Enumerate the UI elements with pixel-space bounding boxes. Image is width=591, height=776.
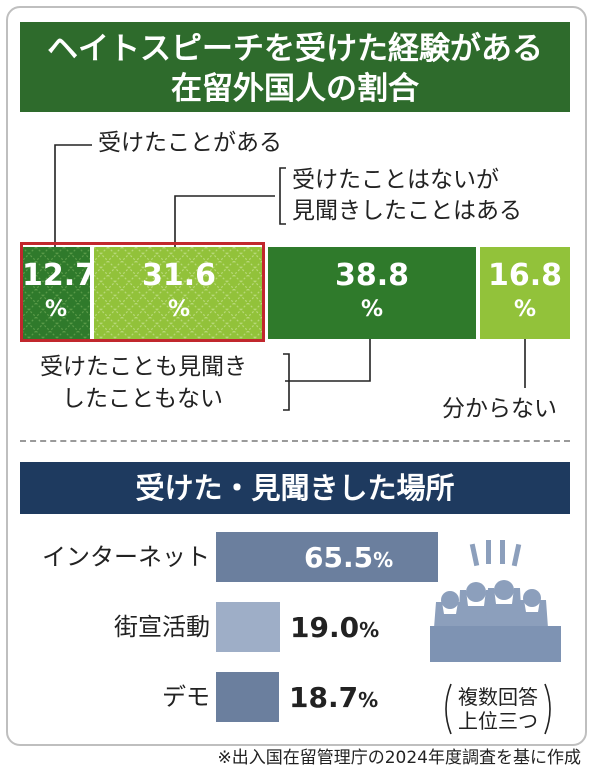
note-parentheses — [445, 683, 551, 735]
stacked-bar-percent-sign: % — [513, 297, 537, 322]
stacked-bar-value-label: 16.8 — [487, 258, 563, 293]
places-chart-title: 受けた・見聞きした場所 — [20, 462, 570, 514]
source-note: ※出入国在留管理庁の2024年度調査を基に作成 — [217, 748, 581, 768]
note-line1: 複数回答 — [458, 685, 538, 709]
crowd-icon — [430, 540, 561, 662]
callout-unknown-label: 分からない — [442, 396, 557, 422]
places-bar — [216, 602, 280, 652]
stacked-bar-segment-2: 31.6% — [94, 247, 264, 339]
stacked-bar-percent-sign: % — [167, 297, 191, 322]
section-divider — [20, 440, 570, 442]
callout-neither-line1: 受けたことも見聞き — [40, 354, 247, 380]
multiple-answer-note: 複数回答 上位三つ — [441, 682, 555, 736]
places-bar — [216, 672, 279, 722]
places-bar-value-label: 18.7% — [289, 681, 379, 714]
note-line2: 上位三つ — [458, 709, 538, 733]
places-bar-category-label: 街宣活動 — [114, 613, 210, 641]
stacked-bar-value-label: 38.8 — [334, 258, 410, 293]
stacked-bar-segment-1: 12.7% — [22, 247, 97, 339]
places-bar — [216, 532, 438, 582]
places-bar-category-label: デモ — [162, 683, 210, 711]
highlight-box — [20, 242, 265, 342]
chart-title-banner: ヘイトスピーチを受けた経験がある 在留外国人の割合 — [20, 22, 570, 112]
chart-title-line2: 在留外国人の割合 — [171, 71, 419, 107]
places-bar-value-label: 65.5% — [304, 541, 394, 574]
callout-not-received-line1: 受けたことはないが — [292, 167, 499, 193]
stacked-bar-value-label: 12.7 — [22, 258, 97, 293]
stacked-bar-segment-4: 16.8% — [480, 247, 570, 339]
callout-neither-line2: したこともない — [62, 386, 223, 412]
callout-not-received-line2: 見聞きしたことはある — [292, 198, 522, 224]
places-bar-value-label: 19.0% — [290, 611, 380, 644]
stacked-bar-percent-sign: % — [44, 297, 68, 322]
places-bar-category-label: インターネット — [42, 543, 210, 571]
stacked-bar: 12.7% 31.6% 38.8% 16.8% — [22, 247, 570, 339]
chart-title-line1: ヘイトスピーチを受けた経験がある — [47, 31, 543, 67]
stacked-bar-segment-3: 38.8% — [268, 247, 476, 339]
stacked-bar-value-label: 31.6 — [141, 258, 217, 293]
stacked-bar-percent-sign: % — [360, 297, 384, 322]
callout-received-label: 受けたことがある — [98, 130, 282, 156]
